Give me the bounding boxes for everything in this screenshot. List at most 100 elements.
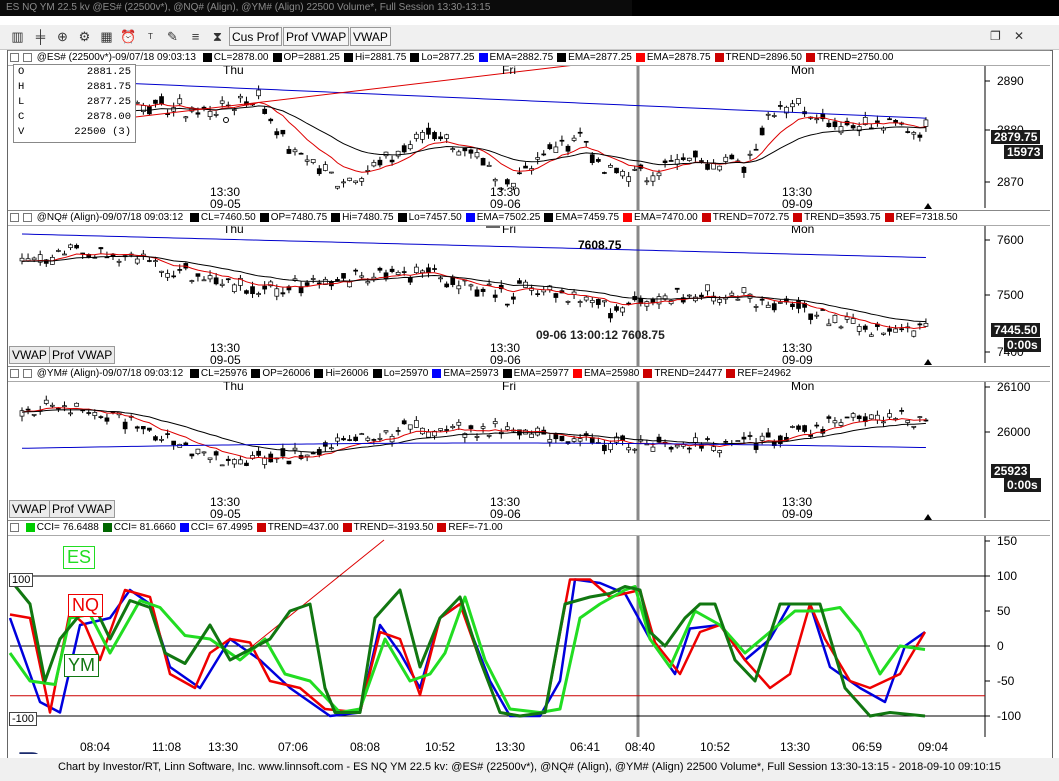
nq-ema-mid-line	[21, 255, 926, 323]
ohlc-key: L	[18, 96, 25, 108]
es-candle	[389, 159, 395, 163]
nq-candle	[389, 268, 395, 272]
bar-chart-icon[interactable]: ▥	[11, 29, 24, 44]
es-field-swatch	[557, 52, 567, 62]
nq-pane-header[interactable]: @NQ# (Align)-09/07/18 09:03:12 CL=7460.5…	[8, 210, 1050, 226]
es-candle	[753, 148, 759, 151]
prof-vwap-button[interactable]: Prof VWAP	[283, 27, 350, 46]
es-candle	[377, 159, 383, 166]
nq-candle	[553, 293, 559, 298]
es-candle	[359, 178, 365, 182]
es-time-label: 13:30	[210, 185, 240, 199]
ym-candle	[796, 425, 801, 430]
nq-vwap-button[interactable]: VWAP	[9, 346, 50, 364]
es-candle	[777, 105, 783, 107]
nq-candle	[838, 326, 844, 329]
ohlc-row: L 2877.25	[14, 95, 135, 110]
es-header-field: OP=2881.25	[283, 52, 340, 63]
ohlc-data-box: O 2881.25 H 2881.75 L 2877.25 C 2878.00 V 22500 (…	[13, 64, 136, 143]
nq-prof-vwap-button[interactable]: Prof VWAP	[49, 346, 116, 364]
nq-candle	[219, 283, 225, 286]
hourglass-icon[interactable]: ⧗	[212, 29, 223, 44]
nq-header-field: EMA=7470.00	[634, 212, 698, 223]
ym-pane-header[interactable]: @YM# (Align)-09/07/18 09:03:12 CL=25976 O…	[8, 366, 1050, 382]
es-pane-header[interactable]: @ES# (22500v*)-09/07/18 09:03:13 CL=2878…	[8, 50, 1050, 66]
candlestick-icon[interactable]: ╪	[35, 29, 46, 44]
pane-menu-icon[interactable]	[10, 52, 19, 62]
nq-candle	[201, 279, 207, 282]
pane-menu-icon[interactable]	[10, 522, 19, 532]
ym-y-tick-label: 26100	[997, 380, 1031, 394]
ym-candle	[699, 444, 704, 449]
es-ema-fast-line	[21, 101, 926, 173]
title-icon[interactable]: T	[148, 32, 153, 41]
ym-header-field: Hi=26006	[325, 368, 369, 379]
ym-candle	[201, 451, 207, 454]
es-candle	[832, 121, 838, 128]
gear-icon[interactable]: ⚙	[78, 29, 91, 44]
settings-slider-icon[interactable]: ≡	[191, 29, 200, 44]
ohlc-value: 2881.75	[86, 81, 131, 93]
ym-candle	[153, 436, 158, 441]
calendar-icon[interactable]: ▦	[100, 29, 113, 44]
nq-candle	[316, 282, 322, 285]
pane-menu-icon[interactable]	[10, 368, 19, 378]
ym-candle	[917, 416, 923, 418]
es-candle	[632, 168, 638, 171]
nq-y-tick-label: 7600	[997, 233, 1024, 247]
ym-candle	[650, 446, 656, 452]
ym-day-label: Mon	[791, 379, 814, 393]
nq-candle	[856, 326, 862, 332]
es-candle	[438, 136, 443, 140]
es-candle	[644, 180, 650, 183]
ym-candle	[868, 414, 874, 420]
zoom-icon[interactable]: ⊕	[57, 29, 68, 44]
nq-candle	[420, 270, 425, 273]
nq-candle	[608, 313, 613, 319]
nq-candle	[189, 280, 195, 282]
ym-header-fields: CL=25976 OP=26006 Hi=26006 Lo=25970 EMA=2597…	[188, 368, 793, 379]
ym-prof-vwap-button[interactable]: Prof VWAP	[49, 500, 116, 518]
es-candle	[365, 170, 371, 172]
cci-field-swatch	[179, 522, 189, 532]
ym-candle	[777, 435, 783, 444]
es-y-tick-label: 2870	[997, 175, 1024, 189]
es-field-swatch	[805, 52, 815, 62]
cci-y-tick-label: -50	[997, 674, 1015, 688]
es-candle	[468, 149, 474, 154]
es-header-field: Hi=2881.75	[354, 52, 407, 63]
ym-candle	[674, 444, 680, 448]
nq-candle	[407, 277, 413, 283]
restore-window-icon[interactable]: ❐	[990, 29, 1001, 43]
time-axis-label: 08:08	[350, 740, 381, 754]
es-volume-tag: 15973	[1004, 145, 1044, 159]
draw-icon[interactable]: ✎	[167, 29, 178, 44]
es-trend-line	[109, 64, 576, 121]
es-trend-anchor	[223, 117, 229, 123]
cus-prof-button[interactable]: Cus Prof	[229, 27, 282, 46]
es-candle	[280, 129, 286, 135]
cci-pane-header[interactable]: CCI= 76.6488 CCI= 81.6660 CCI= 67.4995 TREN…	[8, 520, 1050, 536]
nq-candle	[377, 267, 383, 271]
nq-candle	[371, 276, 377, 280]
vwap-button[interactable]: VWAP	[350, 27, 391, 46]
es-candle	[171, 107, 177, 112]
nq-candle	[626, 302, 632, 305]
ym-candle	[86, 412, 92, 414]
pane-menu-icon[interactable]	[10, 212, 19, 222]
es-candle	[286, 149, 292, 154]
ym-candle	[183, 442, 189, 446]
ym-candle	[444, 429, 450, 431]
es-candle	[656, 172, 662, 177]
ym-vwap-button[interactable]: VWAP	[9, 500, 50, 518]
ym-candle	[365, 437, 371, 441]
nq-candle	[268, 281, 274, 287]
close-window-icon[interactable]: ✕	[1014, 29, 1025, 43]
alarm-icon[interactable]: ⏰	[120, 29, 137, 44]
ym-field-swatch	[432, 368, 442, 378]
es-field-swatch	[478, 52, 488, 62]
es-candle	[765, 113, 771, 116]
ym-candle	[602, 444, 607, 452]
time-axis[interactable]: 08:04 11:08 13:30 07:06 08:08 10:52 13:30 06:41…	[8, 738, 986, 758]
